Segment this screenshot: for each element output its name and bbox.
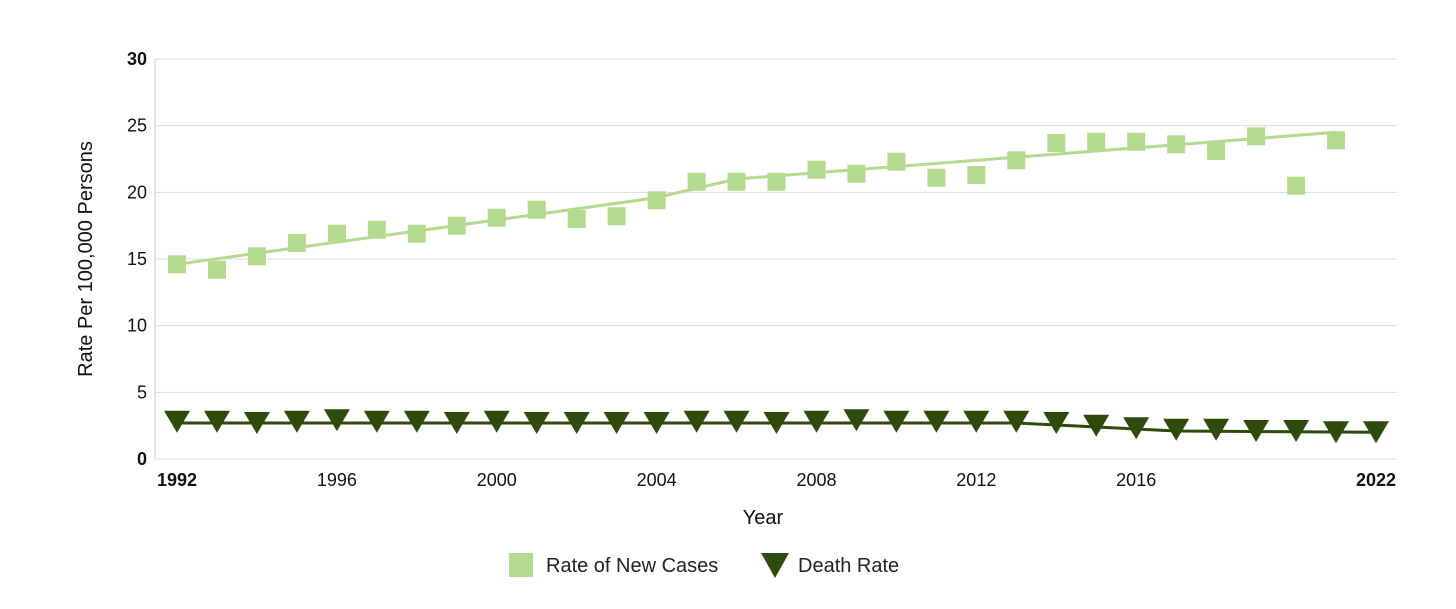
data-point-new-cases: [208, 260, 226, 279]
data-point-death-rate: [683, 410, 710, 433]
data-point-death-rate: [803, 410, 830, 433]
data-point-new-cases: [927, 168, 946, 187]
data-point-death-rate: [1363, 421, 1389, 444]
data-point-new-cases: [1167, 135, 1186, 154]
data-point-new-cases: [447, 216, 466, 235]
x-tick-label: 1992: [157, 470, 197, 490]
x-tick-label: 1996: [317, 470, 357, 490]
y-tick-label: 30: [127, 49, 147, 69]
data-point-new-cases: [327, 224, 346, 243]
x-axis-title: Year: [743, 507, 784, 529]
x-tick-label: 2012: [956, 470, 996, 490]
tick-labels: 0 5 10 15 20 25 30 1992 1996 2000 2004 2008 2012 2016…: [127, 49, 1396, 490]
data-point-death-rate: [164, 410, 190, 433]
data-point-new-cases: [1047, 134, 1066, 152]
marker-layer: [164, 127, 1389, 444]
data-point-death-rate: [1323, 421, 1349, 444]
data-point-new-cases: [407, 224, 426, 243]
data-point-death-rate: [483, 410, 510, 433]
x-tick-label: 2000: [477, 470, 517, 490]
data-point-death-rate: [323, 409, 350, 432]
data-point-death-rate: [1123, 417, 1150, 440]
data-point-new-cases: [1327, 131, 1345, 150]
data-point-death-rate: [963, 410, 990, 433]
data-point-death-rate: [363, 410, 390, 433]
data-point-new-cases: [287, 234, 306, 252]
y-axis-title: Rate Per 100,000 Persons: [75, 141, 97, 377]
data-point-new-cases: [767, 172, 786, 191]
data-point-new-cases: [487, 208, 506, 227]
data-point-death-rate: [723, 410, 750, 433]
legend-label-death-rate: Death Rate: [798, 555, 899, 577]
legend-item-new-cases[interactable]: Rate of New Cases: [509, 553, 718, 577]
data-point-death-rate: [563, 412, 590, 434]
x-tick-label: 2004: [637, 470, 677, 490]
y-tick-label: 15: [127, 249, 147, 269]
data-point-death-rate: [443, 412, 470, 434]
data-point-new-cases: [1207, 142, 1226, 160]
data-point-death-rate: [763, 412, 790, 434]
data-point-death-rate: [843, 409, 870, 432]
y-tick-label: 20: [127, 182, 147, 202]
data-point-death-rate: [283, 410, 310, 433]
data-point-new-cases: [607, 207, 626, 226]
data-point-new-cases: [567, 210, 586, 228]
data-point-death-rate: [883, 410, 910, 433]
data-point-new-cases: [967, 166, 986, 184]
data-point-new-cases: [1087, 132, 1106, 151]
data-point-new-cases: [168, 255, 186, 274]
data-point-death-rate: [1163, 418, 1190, 441]
x-tick-label: 2008: [796, 470, 836, 490]
data-point-death-rate: [1083, 414, 1110, 437]
data-point-death-rate: [1043, 412, 1070, 434]
x-tick-label: 2016: [1116, 470, 1156, 490]
data-point-death-rate: [403, 410, 430, 433]
data-point-new-cases: [1007, 151, 1026, 170]
data-point-death-rate: [523, 412, 550, 434]
y-tick-label: 5: [137, 382, 147, 402]
data-point-death-rate: [1243, 420, 1270, 442]
data-point-new-cases: [647, 191, 666, 210]
data-point-death-rate: [603, 412, 630, 434]
legend-square-icon: [509, 553, 533, 577]
legend-item-death-rate[interactable]: Death Rate: [761, 553, 899, 578]
trend-line-new-cases: [176, 130, 1337, 266]
data-point-new-cases: [1287, 176, 1306, 195]
data-point-death-rate: [1283, 420, 1310, 442]
data-point-death-rate: [243, 412, 270, 434]
data-point-death-rate: [923, 410, 950, 433]
data-point-new-cases: [1247, 127, 1266, 146]
data-point-new-cases: [1127, 132, 1146, 151]
data-point-new-cases: [527, 200, 546, 219]
legend-label-new-cases: Rate of New Cases: [546, 555, 718, 577]
data-point-death-rate: [204, 410, 230, 433]
data-point-new-cases: [807, 160, 826, 179]
data-point-new-cases: [887, 152, 906, 171]
grid-layer: [155, 58, 1397, 460]
legend-triangle-icon: [761, 553, 789, 578]
y-tick-label: 10: [127, 316, 147, 336]
x-tick-label: 2022: [1356, 470, 1396, 490]
data-point-new-cases: [687, 172, 706, 191]
data-point-death-rate: [643, 412, 670, 434]
y-tick-label: 25: [127, 116, 147, 136]
data-point-new-cases: [847, 164, 866, 183]
data-point-new-cases: [367, 220, 386, 239]
y-tick-label: 0: [137, 449, 147, 469]
data-point-new-cases: [727, 172, 746, 191]
data-point-death-rate: [1003, 410, 1030, 433]
data-point-death-rate: [1203, 418, 1230, 441]
data-point-new-cases: [247, 247, 266, 266]
legend: Rate of New Cases Death Rate: [509, 553, 899, 578]
